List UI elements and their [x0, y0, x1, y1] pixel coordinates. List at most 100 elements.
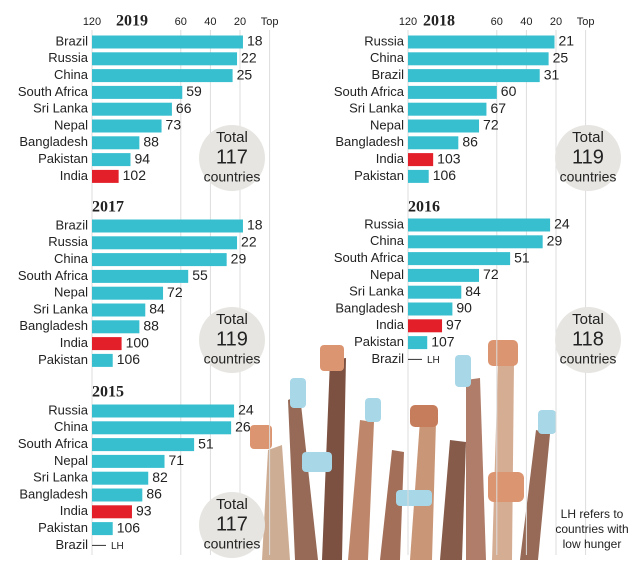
value-label: 72 — [483, 117, 499, 133]
category-label: South Africa — [334, 84, 405, 99]
category-label: China — [54, 419, 89, 434]
bar — [92, 119, 162, 133]
category-label: Russia — [48, 50, 89, 65]
bar — [408, 119, 480, 133]
category-label: Sri Lanka — [33, 101, 89, 116]
note-line: LH refers to — [561, 507, 624, 521]
total-badge — [199, 125, 265, 191]
value-label: 84 — [465, 283, 481, 299]
category-label: India — [376, 317, 405, 332]
bar — [408, 336, 428, 350]
value-label: 86 — [462, 134, 478, 150]
bar — [92, 454, 165, 468]
bar — [92, 136, 140, 150]
category-label: Sri Lanka — [33, 301, 89, 316]
total-unit: countries — [560, 351, 617, 367]
category-label: Russia — [364, 33, 405, 48]
category-label: Nepal — [54, 117, 88, 132]
category-label: Nepal — [370, 117, 404, 132]
value-label: 107 — [431, 333, 455, 349]
value-label: 24 — [238, 402, 254, 418]
total-unit: countries — [204, 169, 261, 185]
bar — [92, 69, 233, 83]
category-label: Sri Lanka — [33, 470, 89, 485]
bar — [408, 218, 551, 232]
total-badge — [555, 307, 621, 373]
x-tick-label: 120 — [399, 16, 417, 28]
category-label: Bangladesh — [335, 300, 404, 315]
x-tick-label: 20 — [234, 16, 246, 28]
value-label: 97 — [446, 317, 462, 333]
category-label: South Africa — [18, 268, 89, 283]
value-label: 88 — [143, 134, 159, 150]
chart-title: 2015 — [92, 384, 124, 401]
category-label: Nepal — [54, 285, 88, 300]
value-label: 51 — [514, 249, 530, 265]
value-label: 18 — [247, 33, 263, 49]
value-label: 72 — [167, 284, 183, 300]
value-label: 60 — [501, 83, 517, 99]
bar — [408, 319, 443, 333]
total-badge — [199, 307, 265, 373]
value-label: 24 — [554, 216, 570, 232]
value-label: 29 — [547, 233, 563, 249]
bar — [92, 471, 149, 485]
value-label: 25 — [553, 50, 569, 66]
value-label: 25 — [237, 66, 253, 82]
category-label: China — [54, 67, 89, 82]
category-label: Brazil — [55, 537, 88, 552]
bar — [92, 488, 143, 502]
value-label: LH — [427, 355, 440, 366]
bar — [92, 404, 235, 418]
bar — [408, 252, 511, 266]
bar — [408, 169, 429, 183]
category-label: Sri Lanka — [349, 284, 405, 299]
value-label: 90 — [456, 300, 472, 316]
category-label: Nepal — [370, 267, 404, 282]
note-line: low hunger — [563, 537, 622, 551]
category-label: Brazil — [55, 217, 88, 232]
total-value: 117 — [216, 513, 248, 535]
value-label: 102 — [123, 167, 147, 183]
value-label: 73 — [166, 117, 182, 133]
category-label: China — [370, 233, 405, 248]
value-label: 22 — [241, 234, 257, 250]
value-label: 21 — [559, 33, 575, 49]
x-tick-label: 20 — [550, 16, 562, 28]
value-label: 31 — [544, 66, 560, 82]
total-badge — [555, 125, 621, 191]
bar — [408, 153, 434, 167]
bar — [408, 136, 459, 150]
value-label: 106 — [433, 167, 457, 183]
chart-title: 2019 — [116, 13, 148, 30]
total-badge — [199, 492, 265, 558]
value-label: 72 — [483, 266, 499, 282]
category-label: Pakistan — [354, 168, 404, 183]
value-label: 67 — [490, 100, 506, 116]
bar — [408, 285, 462, 299]
value-label: 22 — [241, 50, 257, 66]
category-label: Brazil — [55, 33, 88, 48]
category-label: Pakistan — [38, 520, 88, 535]
value-label: 84 — [149, 301, 165, 317]
bar — [408, 85, 497, 99]
value-label: 93 — [136, 503, 152, 519]
chart-title: 2018 — [423, 13, 455, 30]
bar — [408, 268, 480, 282]
bar — [92, 505, 132, 519]
category-label: South Africa — [334, 250, 405, 265]
bar — [92, 286, 164, 300]
bar — [408, 69, 540, 83]
total-unit: countries — [204, 536, 261, 552]
total-label: Total — [216, 311, 248, 328]
category-label: South Africa — [18, 84, 89, 99]
category-label: Nepal — [54, 453, 88, 468]
value-label: 88 — [143, 318, 159, 334]
category-label: India — [60, 168, 89, 183]
bar — [92, 337, 122, 351]
total-label: Total — [216, 496, 248, 513]
value-label: 82 — [152, 469, 168, 485]
category-label: Russia — [364, 216, 405, 231]
